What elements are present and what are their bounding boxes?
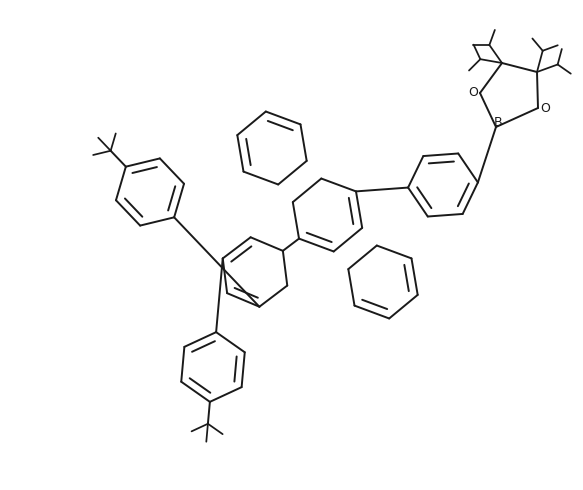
Text: B: B (494, 117, 503, 129)
Text: O: O (540, 101, 550, 115)
Text: O: O (468, 87, 478, 99)
